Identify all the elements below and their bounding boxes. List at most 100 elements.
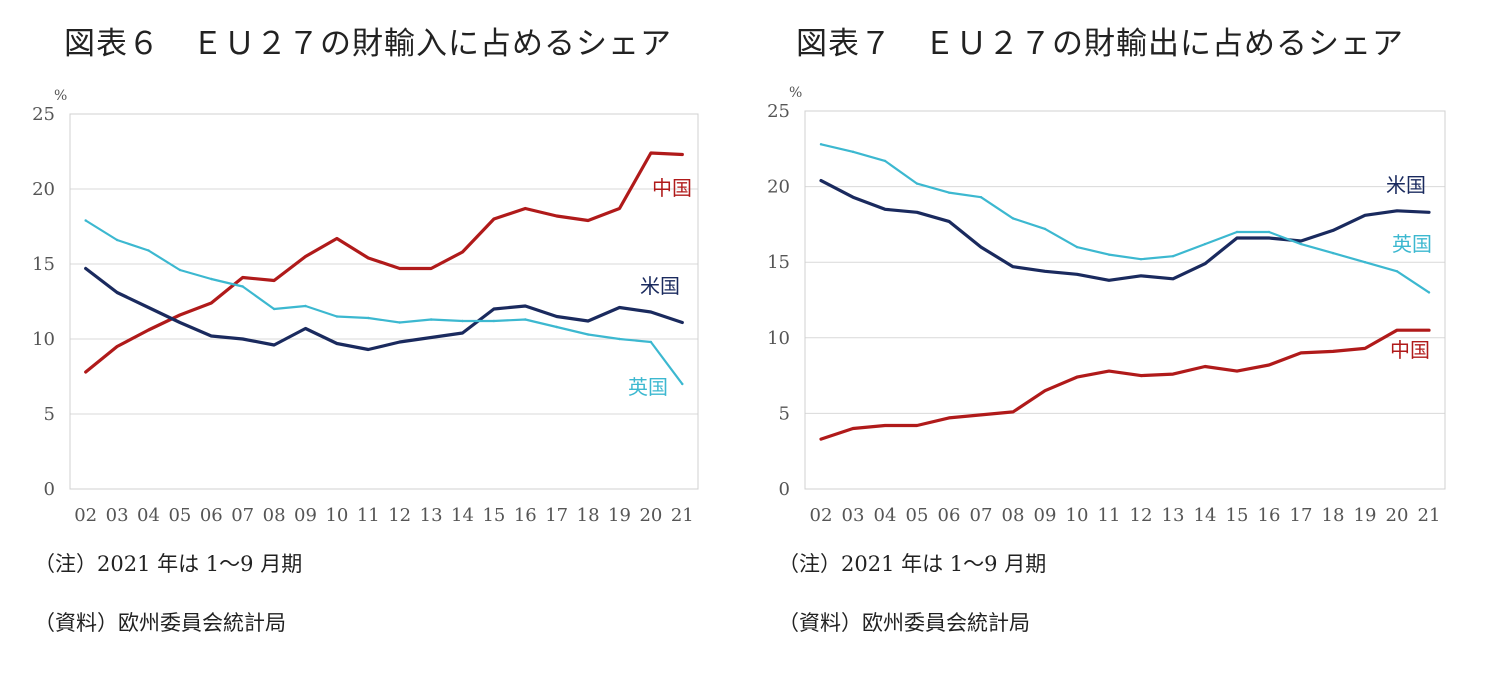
data-point xyxy=(1331,229,1335,232)
data-point xyxy=(1363,347,1367,350)
data-point xyxy=(851,150,855,154)
x-tick-label: 08 xyxy=(263,505,286,526)
data-point xyxy=(555,214,558,218)
x-tick-label: 06 xyxy=(200,505,223,526)
data-point xyxy=(649,310,653,314)
x-tick-label: 09 xyxy=(294,505,317,526)
x-tick-label: 11 xyxy=(1098,505,1121,526)
data-point xyxy=(681,382,684,386)
data-point xyxy=(1363,261,1367,264)
data-point xyxy=(524,207,527,210)
data-point xyxy=(1299,351,1303,355)
data-point xyxy=(524,304,527,308)
x-tick-label: 17 xyxy=(545,505,568,526)
data-point xyxy=(1395,329,1399,332)
data-point xyxy=(461,250,464,254)
y-tick-label: 25 xyxy=(32,104,55,125)
data-point xyxy=(398,340,401,344)
series-label: 中国 xyxy=(652,176,692,200)
data-point xyxy=(1427,329,1431,332)
data-point xyxy=(398,267,401,270)
data-point xyxy=(883,159,887,163)
series-label: 英国 xyxy=(1392,232,1432,256)
data-point xyxy=(1395,209,1399,212)
data-point xyxy=(1139,274,1143,278)
data-point xyxy=(947,416,951,420)
series-line xyxy=(84,266,684,352)
data-point xyxy=(618,207,621,210)
y-tick-label: 20 xyxy=(32,179,55,200)
data-point xyxy=(1203,262,1207,265)
x-tick-label: 05 xyxy=(168,505,191,526)
data-point xyxy=(115,238,119,242)
data-point xyxy=(819,179,823,182)
x-tick-label: 12 xyxy=(1130,505,1153,526)
data-point xyxy=(1043,227,1047,231)
data-point xyxy=(304,255,307,258)
data-point xyxy=(241,285,244,288)
data-point xyxy=(851,195,855,199)
x-tick-label: 10 xyxy=(325,505,348,526)
data-point xyxy=(241,276,244,279)
data-point xyxy=(1235,236,1239,240)
data-point xyxy=(586,333,590,336)
data-point xyxy=(367,316,370,320)
data-point xyxy=(272,279,276,282)
x-tick-label: 03 xyxy=(842,505,865,526)
data-point xyxy=(367,348,370,351)
series-label: 英国 xyxy=(628,375,668,399)
data-point xyxy=(492,319,496,323)
data-point xyxy=(649,340,653,344)
data-point xyxy=(398,321,401,324)
data-point xyxy=(1331,251,1335,255)
data-point xyxy=(1267,363,1271,367)
x-tick-label: 21 xyxy=(1418,505,1441,526)
data-point xyxy=(681,153,684,156)
data-point xyxy=(851,427,855,430)
data-point xyxy=(947,191,951,194)
x-tick-label: 19 xyxy=(608,505,631,526)
chart-note: （注）2021 年は 1～9 月期 xyxy=(778,552,1047,576)
data-point xyxy=(618,306,621,309)
data-point xyxy=(461,319,464,323)
x-tick-label: 02 xyxy=(74,505,97,526)
data-point xyxy=(681,321,684,324)
data-point xyxy=(115,291,119,294)
x-tick-label: 17 xyxy=(1290,505,1313,526)
data-point xyxy=(210,301,213,305)
data-point xyxy=(1171,254,1175,258)
series-label: 米国 xyxy=(640,274,680,298)
x-tick-label: 19 xyxy=(1354,505,1377,526)
data-point xyxy=(915,182,919,185)
data-point xyxy=(1107,279,1111,282)
data-point xyxy=(979,245,983,249)
data-point xyxy=(1011,410,1015,414)
data-point xyxy=(883,424,887,427)
data-point xyxy=(1395,270,1399,273)
x-tick-label: 02 xyxy=(810,505,833,526)
data-point xyxy=(1203,365,1207,368)
y-tick-label: 20 xyxy=(767,177,790,198)
data-point xyxy=(915,424,919,427)
x-tick-label: 18 xyxy=(577,505,600,526)
data-point xyxy=(115,345,119,348)
data-point xyxy=(1203,242,1207,246)
data-point xyxy=(1139,374,1143,377)
data-point xyxy=(1235,369,1239,373)
data-point xyxy=(178,321,182,324)
x-tick-label: 04 xyxy=(137,505,160,526)
data-point xyxy=(883,208,887,211)
data-point xyxy=(1267,236,1271,240)
chart-source: （資料）欧州委員会統計局 xyxy=(778,611,1030,635)
data-point xyxy=(819,143,823,146)
data-point xyxy=(979,195,983,199)
data-point xyxy=(147,306,150,309)
data-point xyxy=(84,219,87,222)
data-point xyxy=(1043,389,1047,392)
y-tick-label: 10 xyxy=(767,328,790,349)
x-tick-label: 11 xyxy=(357,505,380,526)
data-point xyxy=(1171,372,1175,376)
data-point xyxy=(586,319,590,323)
x-tick-label: 15 xyxy=(1226,505,1249,526)
y-tick-label: 15 xyxy=(767,252,790,273)
